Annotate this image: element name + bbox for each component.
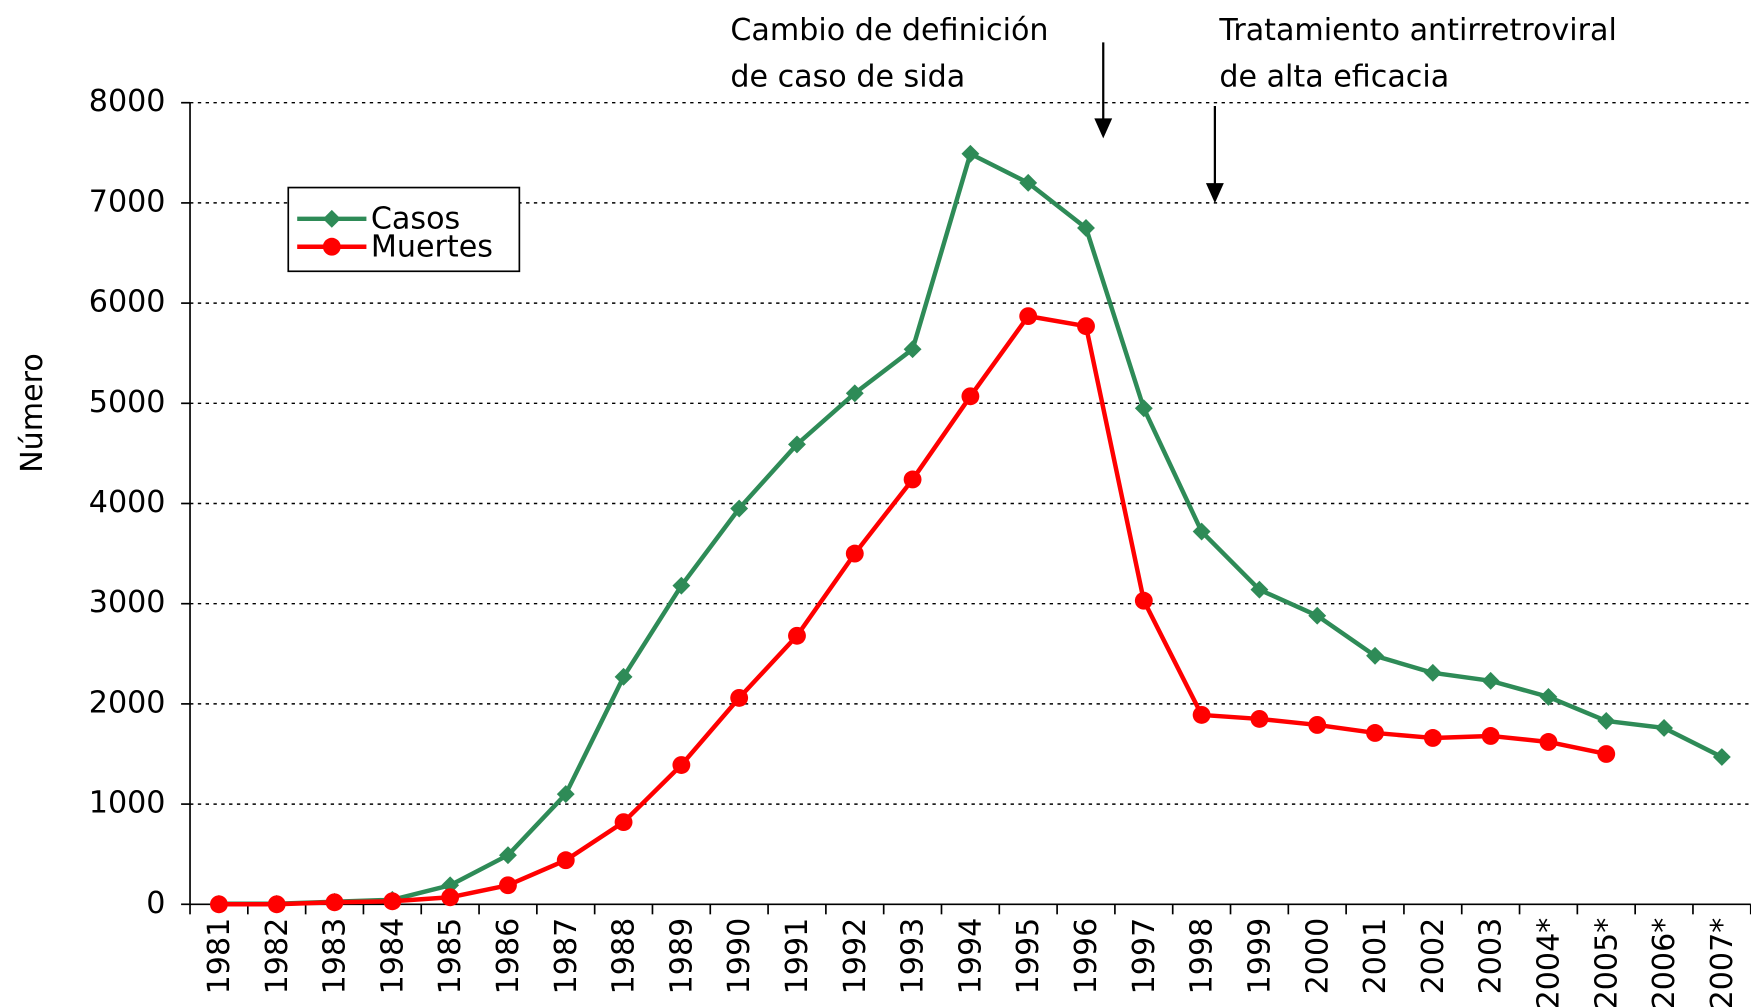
marker [1192,705,1211,724]
marker [614,667,633,686]
marker [903,340,922,359]
marker [1712,748,1731,766]
marker [499,846,517,865]
x-tick-label: 2001 [1358,918,1393,995]
marker [1481,671,1500,690]
y-tick-label: 8000 [89,84,166,119]
x-tick-label: 2000 [1300,918,1335,995]
marker [267,895,286,914]
x-tick-label: 2003 [1474,918,1509,995]
x-tick-label: 1987 [549,918,584,995]
marker [1423,663,1442,682]
marker [1366,646,1384,665]
x-tick-label: 2007* [1705,918,1740,1007]
y-tick-label: 4000 [89,485,166,520]
marker [730,499,749,518]
x-tick-label: 1982 [260,918,295,995]
marker [1250,709,1269,728]
x-tick-label: 1991 [780,918,815,995]
marker [325,893,344,912]
x-tick-label: 1995 [1011,918,1046,995]
marker [1308,606,1327,625]
marker [845,384,864,403]
y-tick-label: 1000 [89,786,166,821]
marker [1134,399,1153,418]
x-tick-label: 1992 [838,918,873,995]
marker [322,209,341,228]
x-tick-label: 1985 [433,918,468,995]
legend-box [287,186,521,273]
marker [1077,219,1095,237]
x-tick-label: 1994 [953,918,988,995]
annotation: de alta eficacia [1219,60,1449,95]
marker [1077,317,1095,336]
arrow [1094,42,1113,139]
marker [961,387,980,406]
marker [556,851,575,870]
y-tick-label: 3000 [89,585,166,620]
marker [672,576,691,595]
marker [1481,727,1500,745]
annotation: de caso de sida [730,60,965,95]
x-tick-label: 1981 [202,918,237,995]
x-tick-label: 2002 [1416,918,1451,995]
series-line [218,313,1607,907]
marker [1134,591,1153,610]
annotation: Cambio de definición [730,13,1048,48]
x-tick-label: 1988 [607,918,642,995]
marker [1423,729,1442,747]
marker [961,144,980,163]
x-tick-label: 1986 [491,918,526,995]
x-tick-label: 1993 [896,918,931,995]
marker [499,876,517,895]
marker [1539,733,1558,751]
x-tick-label: 1984 [375,918,410,995]
marker [1655,719,1673,737]
marker [209,895,228,914]
marker [730,688,749,707]
y-tick-label: 7000 [89,184,166,219]
marker [788,626,806,645]
marker [1597,711,1616,730]
marker [614,813,633,832]
marker [788,435,806,454]
x-tick-label: 1998 [1185,918,1220,995]
marker [322,237,341,256]
x-tick-label: 2006* [1647,918,1682,1007]
x-tick-label: 1999 [1242,918,1277,995]
marker [441,888,460,907]
legend-label: Muertes [371,229,493,264]
x-tick-label: 2004* [1531,918,1566,1007]
y-tick-label: 5000 [89,385,166,420]
annotation: Tratamiento antirretroviral [1218,13,1616,48]
marker [1539,687,1558,706]
legend-label: Casos [371,201,460,236]
arrow [1205,106,1224,204]
marker [1366,724,1384,742]
x-tick-label: 1997 [1127,918,1162,995]
y-tick-label: 2000 [89,685,166,720]
x-tick-label: 2005* [1589,918,1624,1007]
x-tick-label: 1989 [664,918,699,995]
marker [903,470,922,489]
x-tick-label: 1983 [318,918,353,995]
x-tick-label: 1996 [1069,918,1104,995]
y-tick-label: 0 [146,886,165,921]
marker [672,756,691,774]
marker [1308,716,1327,734]
marker [1019,307,1038,326]
marker [1597,745,1616,763]
x-tick-label: 1990 [722,918,757,995]
marker [1019,173,1038,192]
marker [383,892,402,911]
y-axis-label: Número [15,353,50,473]
y-tick-label: 6000 [89,285,166,320]
marker [556,785,575,804]
marker [845,544,864,563]
